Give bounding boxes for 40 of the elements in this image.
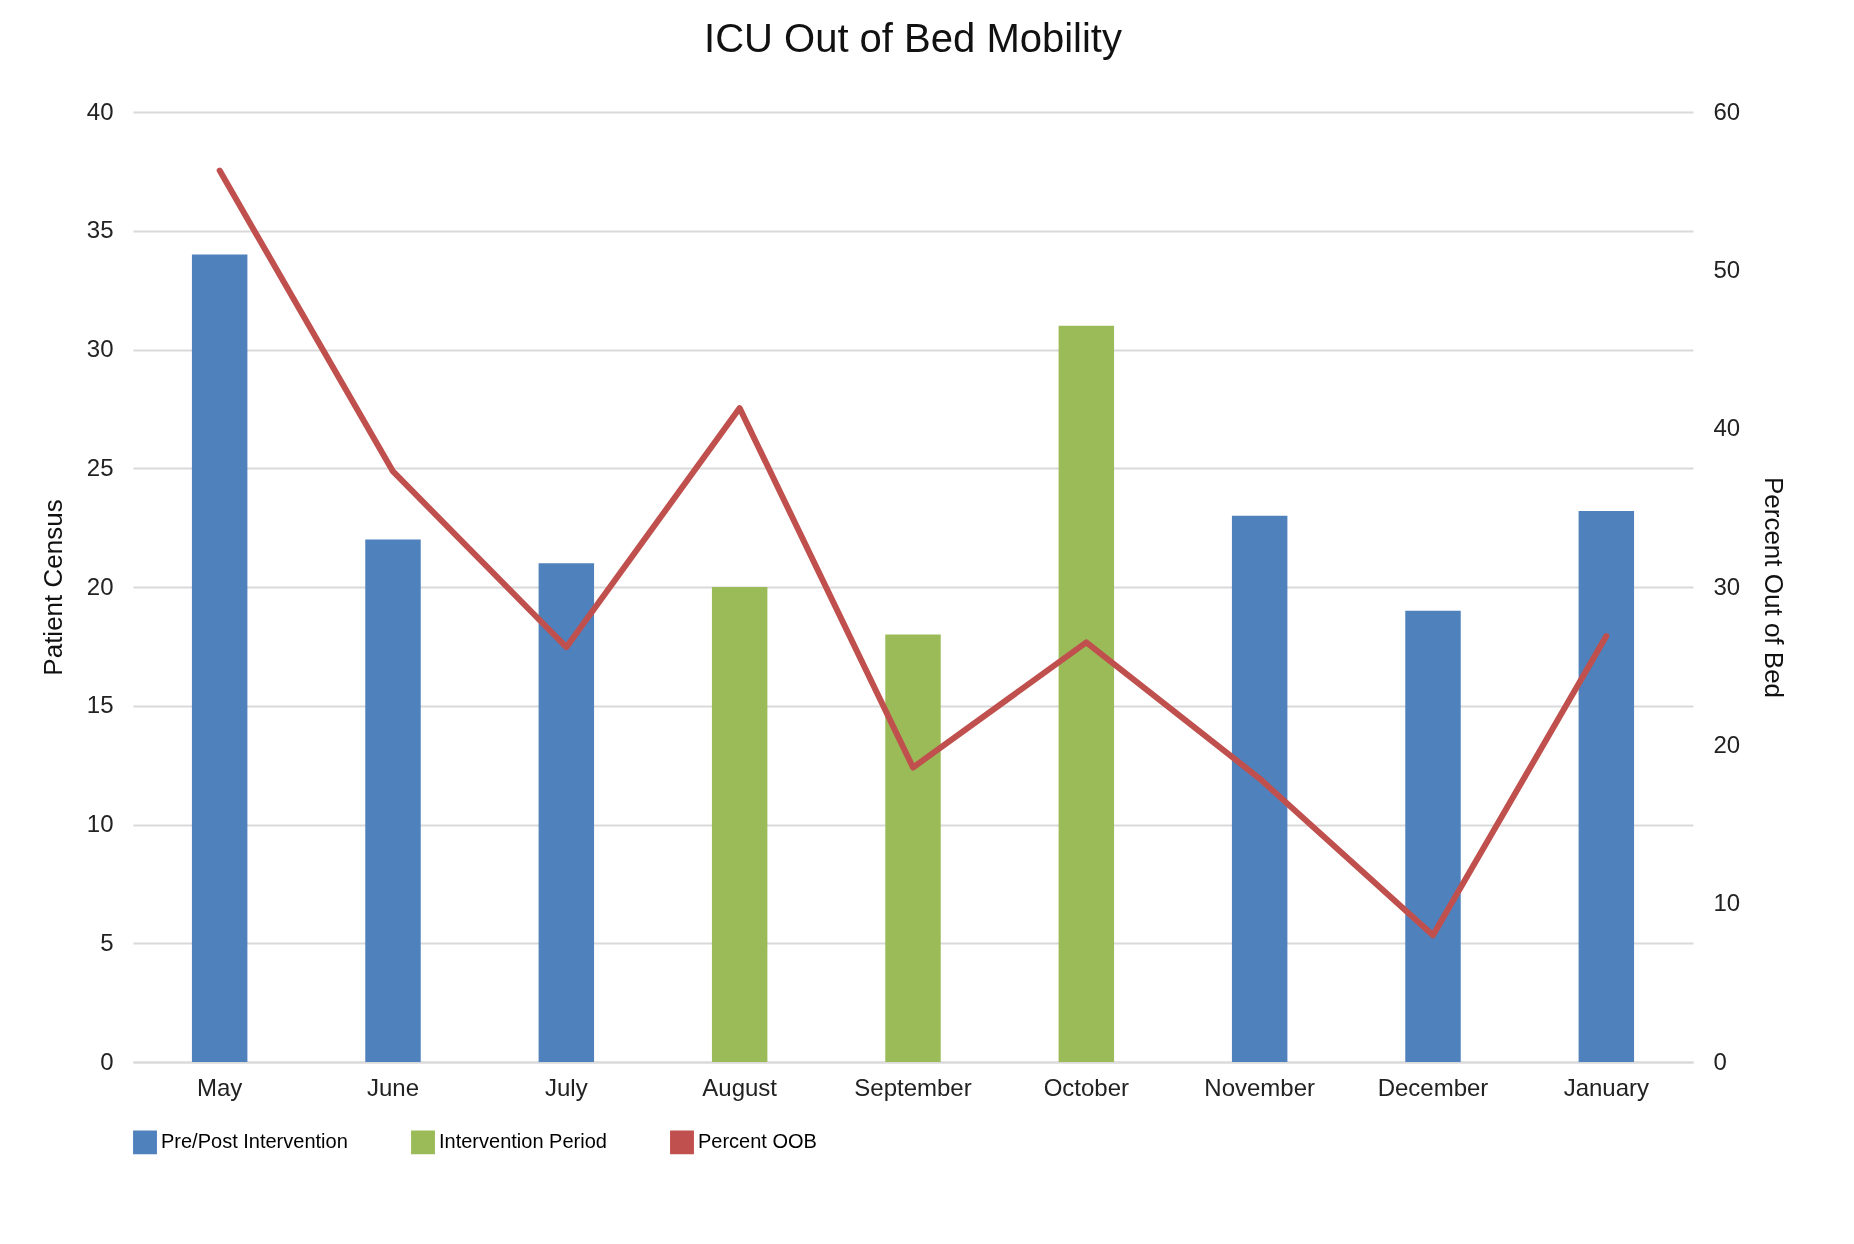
chart-title: ICU Out of Bed Mobility	[704, 16, 1122, 60]
y-tick-label: 30	[86, 335, 114, 362]
x-tick-label: September	[854, 1073, 972, 1101]
bar	[1578, 511, 1635, 1062]
y2-tick-label: 30	[1713, 572, 1741, 600]
y-tick-label: 20	[86, 572, 114, 600]
x-tick-label: August	[702, 1073, 778, 1101]
bar	[538, 563, 595, 1062]
x-tick-label: October	[1043, 1073, 1130, 1101]
y-tick-label: 25	[86, 453, 114, 481]
bar	[191, 254, 248, 1062]
y2-tick-label: 20	[1713, 730, 1741, 758]
y-tick-label: 5	[100, 928, 114, 956]
bar	[1058, 325, 1115, 1062]
legend-label: Intervention Period	[439, 1130, 607, 1153]
y2-tick-label: 60	[1713, 97, 1741, 125]
bar	[1231, 515, 1288, 1062]
x-tick-label: January	[1563, 1073, 1650, 1101]
y2-tick-label: 0	[1713, 1047, 1727, 1075]
y-axis-title: Patient Census	[37, 499, 68, 676]
x-tick-label: June	[366, 1073, 420, 1101]
x-tick-label: November	[1204, 1073, 1316, 1101]
y-tick-label: 15	[86, 691, 114, 719]
x-tick-label: December	[1377, 1073, 1489, 1101]
y2-tick-label: 40	[1713, 414, 1741, 442]
y-tick-label: 10	[86, 810, 114, 837]
bar	[885, 634, 941, 1062]
y2-axis-title: Percent Out of Bed	[1759, 476, 1790, 699]
y-tick-label: 40	[86, 97, 114, 125]
y2-tick-label: 50	[1713, 255, 1741, 283]
y-tick-label: 0	[100, 1047, 114, 1075]
legend-label: Percent OOB	[698, 1130, 817, 1153]
bar	[711, 587, 768, 1062]
legend-label: Pre/Post Intervention	[161, 1130, 348, 1153]
y-tick-label: 35	[86, 216, 114, 244]
x-tick-label: July	[544, 1073, 588, 1101]
x-tick-label: May	[196, 1073, 243, 1101]
y2-tick-label: 10	[1713, 889, 1741, 917]
bar	[365, 539, 421, 1062]
bar	[1405, 610, 1461, 1062]
